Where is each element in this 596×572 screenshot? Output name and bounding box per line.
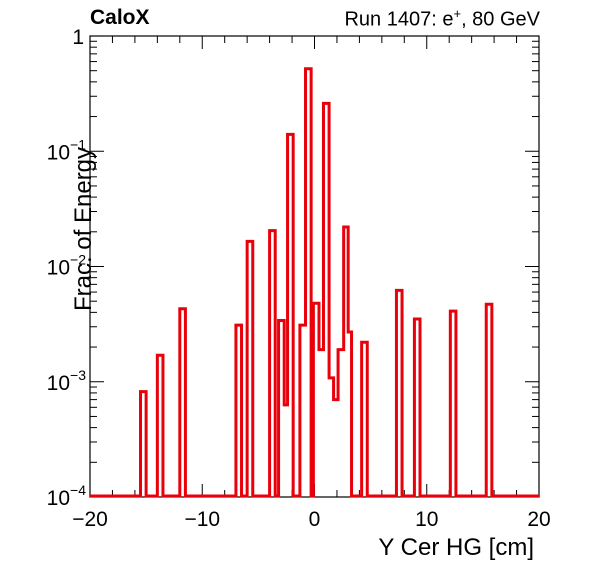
y-tick-label: 10−4 (47, 482, 87, 510)
x-axis-label: Y Cer HG [cm] (378, 534, 534, 561)
x-tick-label: −10 (184, 508, 220, 531)
axis-tick-labels: −20 −10 0 10 20 1 10−1 10−2 10−3 10−4 (47, 26, 551, 531)
x-tick-label: −20 (72, 508, 108, 531)
x-tick-label: 20 (527, 508, 550, 531)
y-tick-label: 1 (72, 26, 84, 49)
brand-label: CaloX (90, 6, 150, 29)
run-label-rest: , 80 GeV (461, 8, 540, 31)
histogram-line (90, 67, 539, 498)
run-label-main: Run 1407: e (344, 8, 454, 31)
run-label-charge: + (453, 6, 462, 21)
y-tick-label: 10−1 (47, 136, 87, 164)
y-tick-label: 10−3 (47, 367, 87, 395)
x-tick-label: 10 (415, 508, 438, 531)
y-axis-label: Frac. of Energy (70, 146, 98, 312)
y-tick-label: 10−2 (47, 252, 87, 280)
axis-ticks (89, 35, 540, 498)
run-label: Run 1407: e+, 80 GeV (344, 6, 540, 32)
x-tick-label: 0 (309, 508, 321, 531)
